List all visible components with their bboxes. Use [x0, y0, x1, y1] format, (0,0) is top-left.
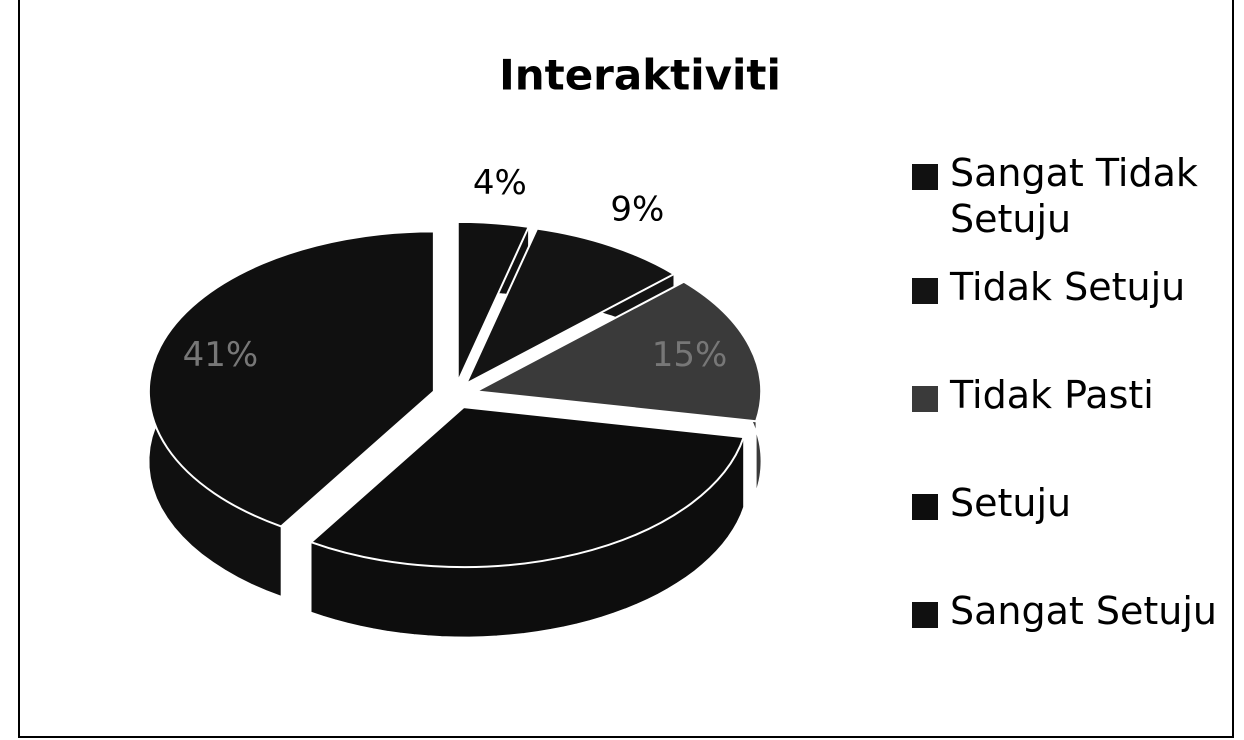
legend-item: Tidak Setuju [910, 264, 1230, 310]
slice-tops [147, 220, 763, 569]
legend-swatch [912, 602, 938, 628]
value-label: 15% [652, 335, 728, 375]
slice [464, 227, 676, 386]
legend-item: Sangat Tidak Setuju [910, 150, 1230, 242]
value-label: 41% [183, 335, 259, 375]
value-label: 4% [473, 163, 527, 203]
legend-label: Sangat Setuju [950, 589, 1218, 633]
chart-frame [18, 0, 1234, 738]
legend: Sangat Tidak Setuju Tidak Setuju Tidak Pas… [910, 150, 1230, 634]
legend-label: Sangat Tidak Setuju [950, 151, 1198, 241]
chart-title: Interaktiviti [499, 51, 781, 100]
value-label: 9% [610, 190, 664, 230]
slice [472, 280, 763, 423]
legend-item: Tidak Pasti [910, 372, 1230, 418]
legend-label: Tidak Pasti [950, 373, 1154, 417]
legend-label: Setuju [950, 481, 1072, 525]
slice [309, 406, 746, 569]
legend-item: Sangat Setuju [910, 588, 1230, 634]
slice [147, 230, 435, 528]
legend-swatch [912, 164, 938, 190]
legend-swatch [912, 494, 938, 520]
legend-label: Tidak Setuju [950, 265, 1186, 309]
legend-item: Setuju [910, 480, 1230, 526]
slice [456, 220, 531, 383]
legend-swatch [912, 278, 938, 304]
legend-swatch [912, 386, 938, 412]
